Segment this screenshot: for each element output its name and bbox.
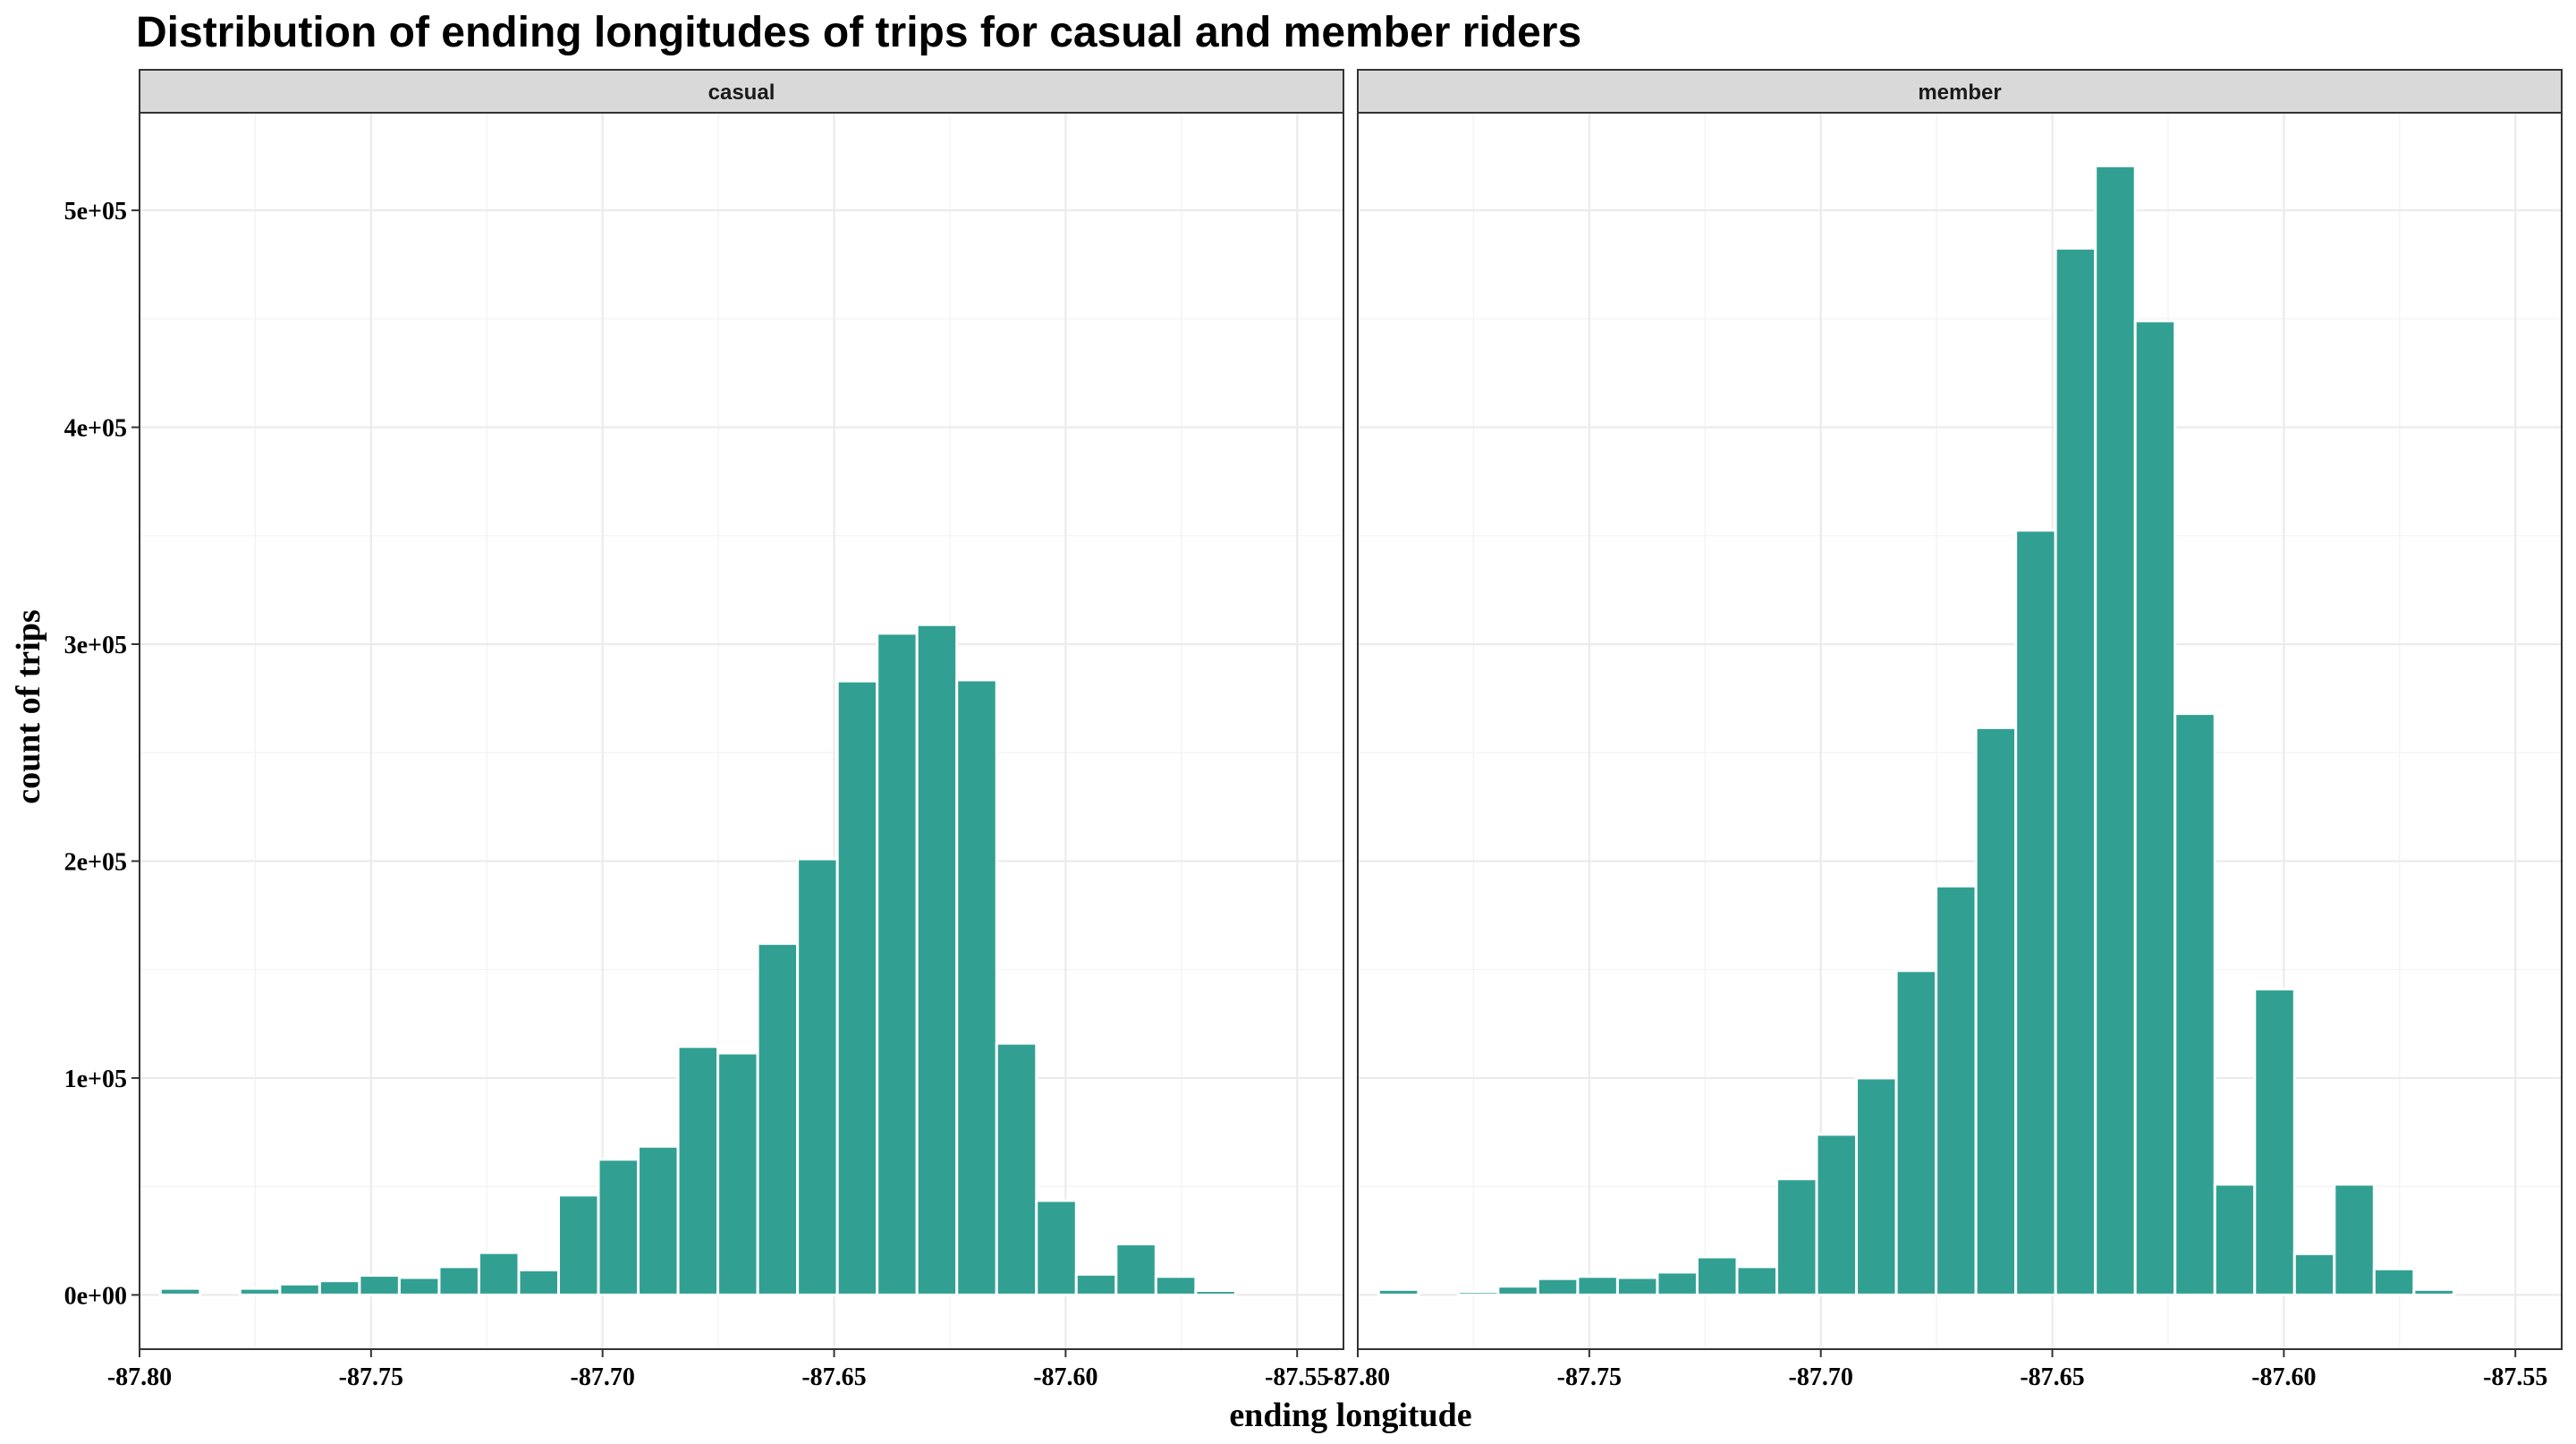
histogram-bar xyxy=(955,678,998,1296)
histogram-bar xyxy=(1974,726,2018,1296)
histogram-bar xyxy=(2094,164,2137,1296)
histogram-bar xyxy=(1775,1177,1818,1296)
histogram-bar xyxy=(1656,1270,1699,1296)
x-tick-label: -87.65 xyxy=(2020,1363,2084,1391)
y-tick-label: 4e+05 xyxy=(64,415,127,443)
histogram-bar xyxy=(1456,1290,1500,1296)
histogram-bar xyxy=(2253,988,2296,1296)
histogram-bar xyxy=(278,1282,321,1296)
histogram-bar xyxy=(238,1287,282,1296)
histogram-bar xyxy=(676,1045,720,1296)
histogram-bar xyxy=(557,1193,600,1296)
histogram-bar xyxy=(1935,884,1978,1296)
histogram-bar xyxy=(358,1274,401,1296)
panel-border xyxy=(1357,112,2563,1350)
x-tick-label: -87.70 xyxy=(1789,1363,1853,1391)
histogram-bar xyxy=(1815,1133,1859,1296)
histogram-bar xyxy=(876,632,919,1296)
facet-strip-label: casual xyxy=(708,81,775,105)
histogram-bar xyxy=(2133,319,2177,1296)
histogram-bar xyxy=(1154,1275,1198,1296)
panels-layer: casual -87.80 -87.75 -87.70 -87.65 -87.60 -87.… xyxy=(64,69,2563,1391)
histogram-bar xyxy=(158,1287,202,1296)
x-tick-label: -87.60 xyxy=(2251,1363,2316,1391)
chart-title: Distribution of ending longitudes of tri… xyxy=(136,9,1581,56)
y-tick-label: 3e+05 xyxy=(64,632,127,659)
facet-panel-member: member -87.80 -87.75 -87.70 -87.65 -87.60 -87.… xyxy=(1326,69,2563,1391)
histogram-bar xyxy=(1695,1255,1739,1296)
histogram-bar xyxy=(1894,969,1938,1296)
histogram-bar xyxy=(1855,1076,1898,1296)
y-axis-title: count of trips xyxy=(10,609,47,803)
x-tick-label: -87.75 xyxy=(339,1363,403,1391)
x-tick-label: -87.55 xyxy=(2483,1363,2547,1391)
histogram-bar xyxy=(517,1269,561,1296)
facet-panel-casual: casual -87.80 -87.75 -87.70 -87.65 -87.60 -87.… xyxy=(64,69,1344,1391)
x-tick-label: -87.80 xyxy=(1326,1363,1390,1391)
y-tick-label: 5e+05 xyxy=(64,198,127,225)
x-tick-label: -87.55 xyxy=(1265,1363,1329,1391)
histogram-bar xyxy=(716,1051,759,1296)
histogram-bar xyxy=(1035,1199,1078,1296)
histogram-bar xyxy=(477,1251,521,1296)
histogram-bar xyxy=(796,857,839,1296)
panel-border xyxy=(139,112,1344,1350)
histogram-bar xyxy=(1576,1275,1619,1296)
histogram-bar xyxy=(756,942,800,1296)
histogram-bar xyxy=(318,1279,361,1296)
histogram-bar xyxy=(1074,1272,1118,1296)
histogram-bar xyxy=(1114,1242,1157,1296)
histogram-bar xyxy=(2014,529,2057,1296)
histogram-bar xyxy=(2054,247,2097,1296)
x-axis-title: ending longitude xyxy=(1229,1397,1471,1434)
histogram-bar xyxy=(2174,712,2216,1296)
x-tick-label: -87.60 xyxy=(1033,1363,1097,1391)
x-tick-label: -87.65 xyxy=(801,1363,866,1391)
histogram-bar xyxy=(1496,1285,1539,1296)
histogram-bar xyxy=(1377,1287,1420,1296)
histogram-bar xyxy=(2372,1267,2416,1296)
facet-strip-label: member xyxy=(1918,81,2001,105)
y-tick-label: 2e+05 xyxy=(64,848,127,876)
histogram-bar xyxy=(995,1041,1038,1296)
histogram-bar xyxy=(597,1158,640,1296)
histogram-bar xyxy=(2333,1183,2376,1296)
y-tick-label: 1e+05 xyxy=(64,1066,127,1093)
x-tick-label: -87.80 xyxy=(107,1363,172,1391)
y-tick-label: 0e+00 xyxy=(64,1282,127,1310)
histogram-bar xyxy=(2213,1183,2257,1296)
histogram-bar xyxy=(2292,1252,2336,1296)
histogram-bar xyxy=(835,679,879,1296)
histogram-bar xyxy=(1615,1276,1659,1296)
histogram-bar xyxy=(637,1144,680,1296)
histogram-bar xyxy=(437,1265,480,1296)
x-tick-label: -87.75 xyxy=(1557,1363,1622,1391)
facet-strip-casual xyxy=(139,69,1344,114)
x-tick-label: -87.70 xyxy=(571,1363,635,1391)
histogram-bar xyxy=(1194,1289,1237,1296)
histogram-bar xyxy=(915,623,959,1296)
histogram-bar xyxy=(2412,1287,2455,1296)
histogram-bar xyxy=(1735,1265,1779,1296)
histogram-bar xyxy=(1536,1277,1580,1296)
histogram-bar xyxy=(397,1276,441,1296)
